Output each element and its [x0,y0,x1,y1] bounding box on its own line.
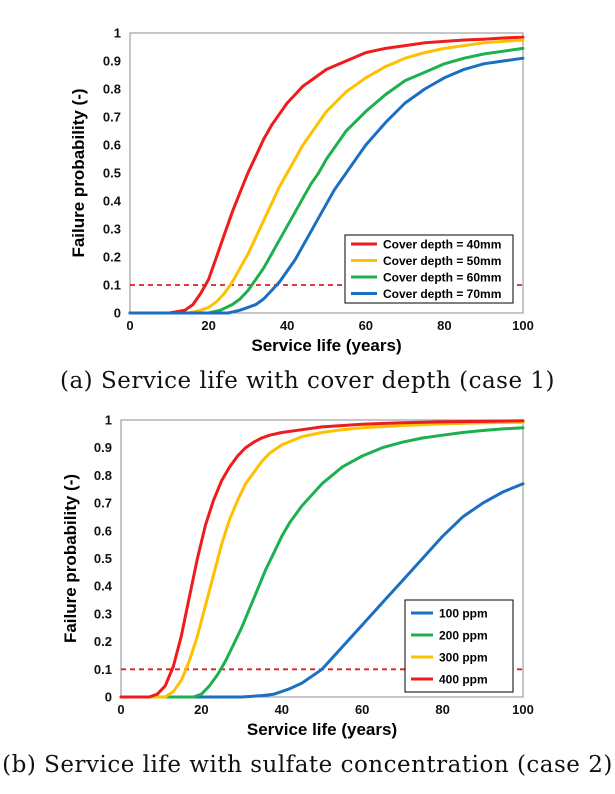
chart-1-y-tick-label: 0.2 [94,634,112,649]
chart-1-x-tick-label: 60 [355,702,369,717]
chart-1-x-tick-label: 0 [117,702,124,717]
chart-0-y-tick-label: 1 [114,26,121,41]
chart-1-y-tick-label: 0.1 [94,662,112,677]
chart-1-x-tick-label: 40 [275,702,289,717]
chart-1-legend-label: 100 ppm [439,607,488,621]
chart-0-y-tick-label: 0.4 [103,194,122,209]
chart-1-series-line-0 [119,482,525,699]
chart-1-y-tick-label: 0.7 [94,496,112,511]
chart-0-y-tick-label: 0.7 [103,110,121,125]
chart-a-svg: 0 20 40 60 80 100 0 0.1 0.2 0.3 0.4 0.5 0.6 0.7 0.8 0.9… [69,26,534,356]
chart-0-legend-label: Cover depth = 50mm [383,254,501,268]
chart-panel-b: 0 20 40 60 80 100 0 0.1 0.2 0.3 0.4 0.5 0.6 0.7 0.8 0.9… [0,404,615,794]
chart-panel-a: 0 20 40 60 80 100 0 0.1 0.2 0.3 0.4 0.5 0.6 0.7 0.8 0.9… [59,26,555,395]
chart-1-series-line-2 [119,420,525,699]
caption-a: (a) Service life with cover depth (case … [59,368,555,394]
chart-1-series-line-1 [119,426,525,699]
chart-1-y-tick-label: 0.9 [94,440,112,455]
chart-0-series-line-1 [128,38,525,315]
chart-1-legend-box [404,599,514,693]
chart-1-x-tick-label: 20 [194,702,208,717]
chart-1-series-line-3 [119,419,525,699]
chart-0-y-axis-label: Failure probability (-) [69,88,88,257]
chart-1-x-tick-label: 100 [512,702,534,717]
chart-0-legend-label: Cover depth = 40mm [383,238,501,252]
chart-0-legend-label: Cover depth = 60mm [383,271,501,285]
chart-0-x-tick-label: 0 [126,318,133,333]
chart-0-x-tick-label: 40 [280,318,294,333]
chart-0-x-tick-label: 60 [359,318,373,333]
chart-0-y-tick-label: 0.1 [103,278,121,293]
chart-1-y-tick-label: 0 [105,690,112,705]
chart-1-y-tick-label: 0.3 [94,606,112,621]
chart-0-x-tick-label: 100 [512,318,534,333]
chart-0-series-line-2 [128,46,525,315]
chart-0-y-tick-label: 0.9 [103,54,121,69]
chart-1-legend-label: 200 ppm [439,629,488,643]
chart-1-x-axis-label: Service life (years) [247,720,397,739]
chart-1-y-tick-label: 0.5 [94,551,112,566]
chart-0-x-tick-label: 80 [437,318,451,333]
chart-0-legend-label: Cover depth = 70mm [383,287,501,301]
chart-0-y-tick-label: 0.3 [103,222,121,237]
chart-0-x-tick-label: 20 [201,318,215,333]
caption-b: (b) Service life with sulfate concentrat… [2,752,613,778]
chart-0-y-tick-label: 0.2 [103,250,121,265]
chart-1-y-tick-label: 1 [105,413,112,428]
chart-b-svg: 0 20 40 60 80 100 0 0.1 0.2 0.3 0.4 0.5 0.6 0.7 0.8 0.9… [61,413,534,740]
chart-0-y-tick-label: 0.6 [103,138,121,153]
chart-0-y-tick-label: 0 [114,306,121,321]
chart-1-legend-label: 400 ppm [439,673,488,687]
chart-0-legend-box [344,234,514,304]
chart-1-y-tick-label: 0.4 [94,579,113,594]
chart-0-series-line-0 [128,35,525,315]
chart-1-x-tick-label: 80 [435,702,449,717]
chart-1-y-tick-label: 0.8 [94,468,112,483]
chart-0-x-axis-label: Service life (years) [251,336,401,355]
chart-1-y-tick-label: 0.6 [94,523,112,538]
chart-0-y-tick-label: 0.5 [103,166,121,181]
chart-0-y-tick-label: 0.8 [103,82,121,97]
chart-1-legend-label: 300 ppm [439,651,488,665]
chart-0-series-line-3 [128,56,525,315]
chart-1-y-axis-label: Failure probability (-) [61,474,80,643]
